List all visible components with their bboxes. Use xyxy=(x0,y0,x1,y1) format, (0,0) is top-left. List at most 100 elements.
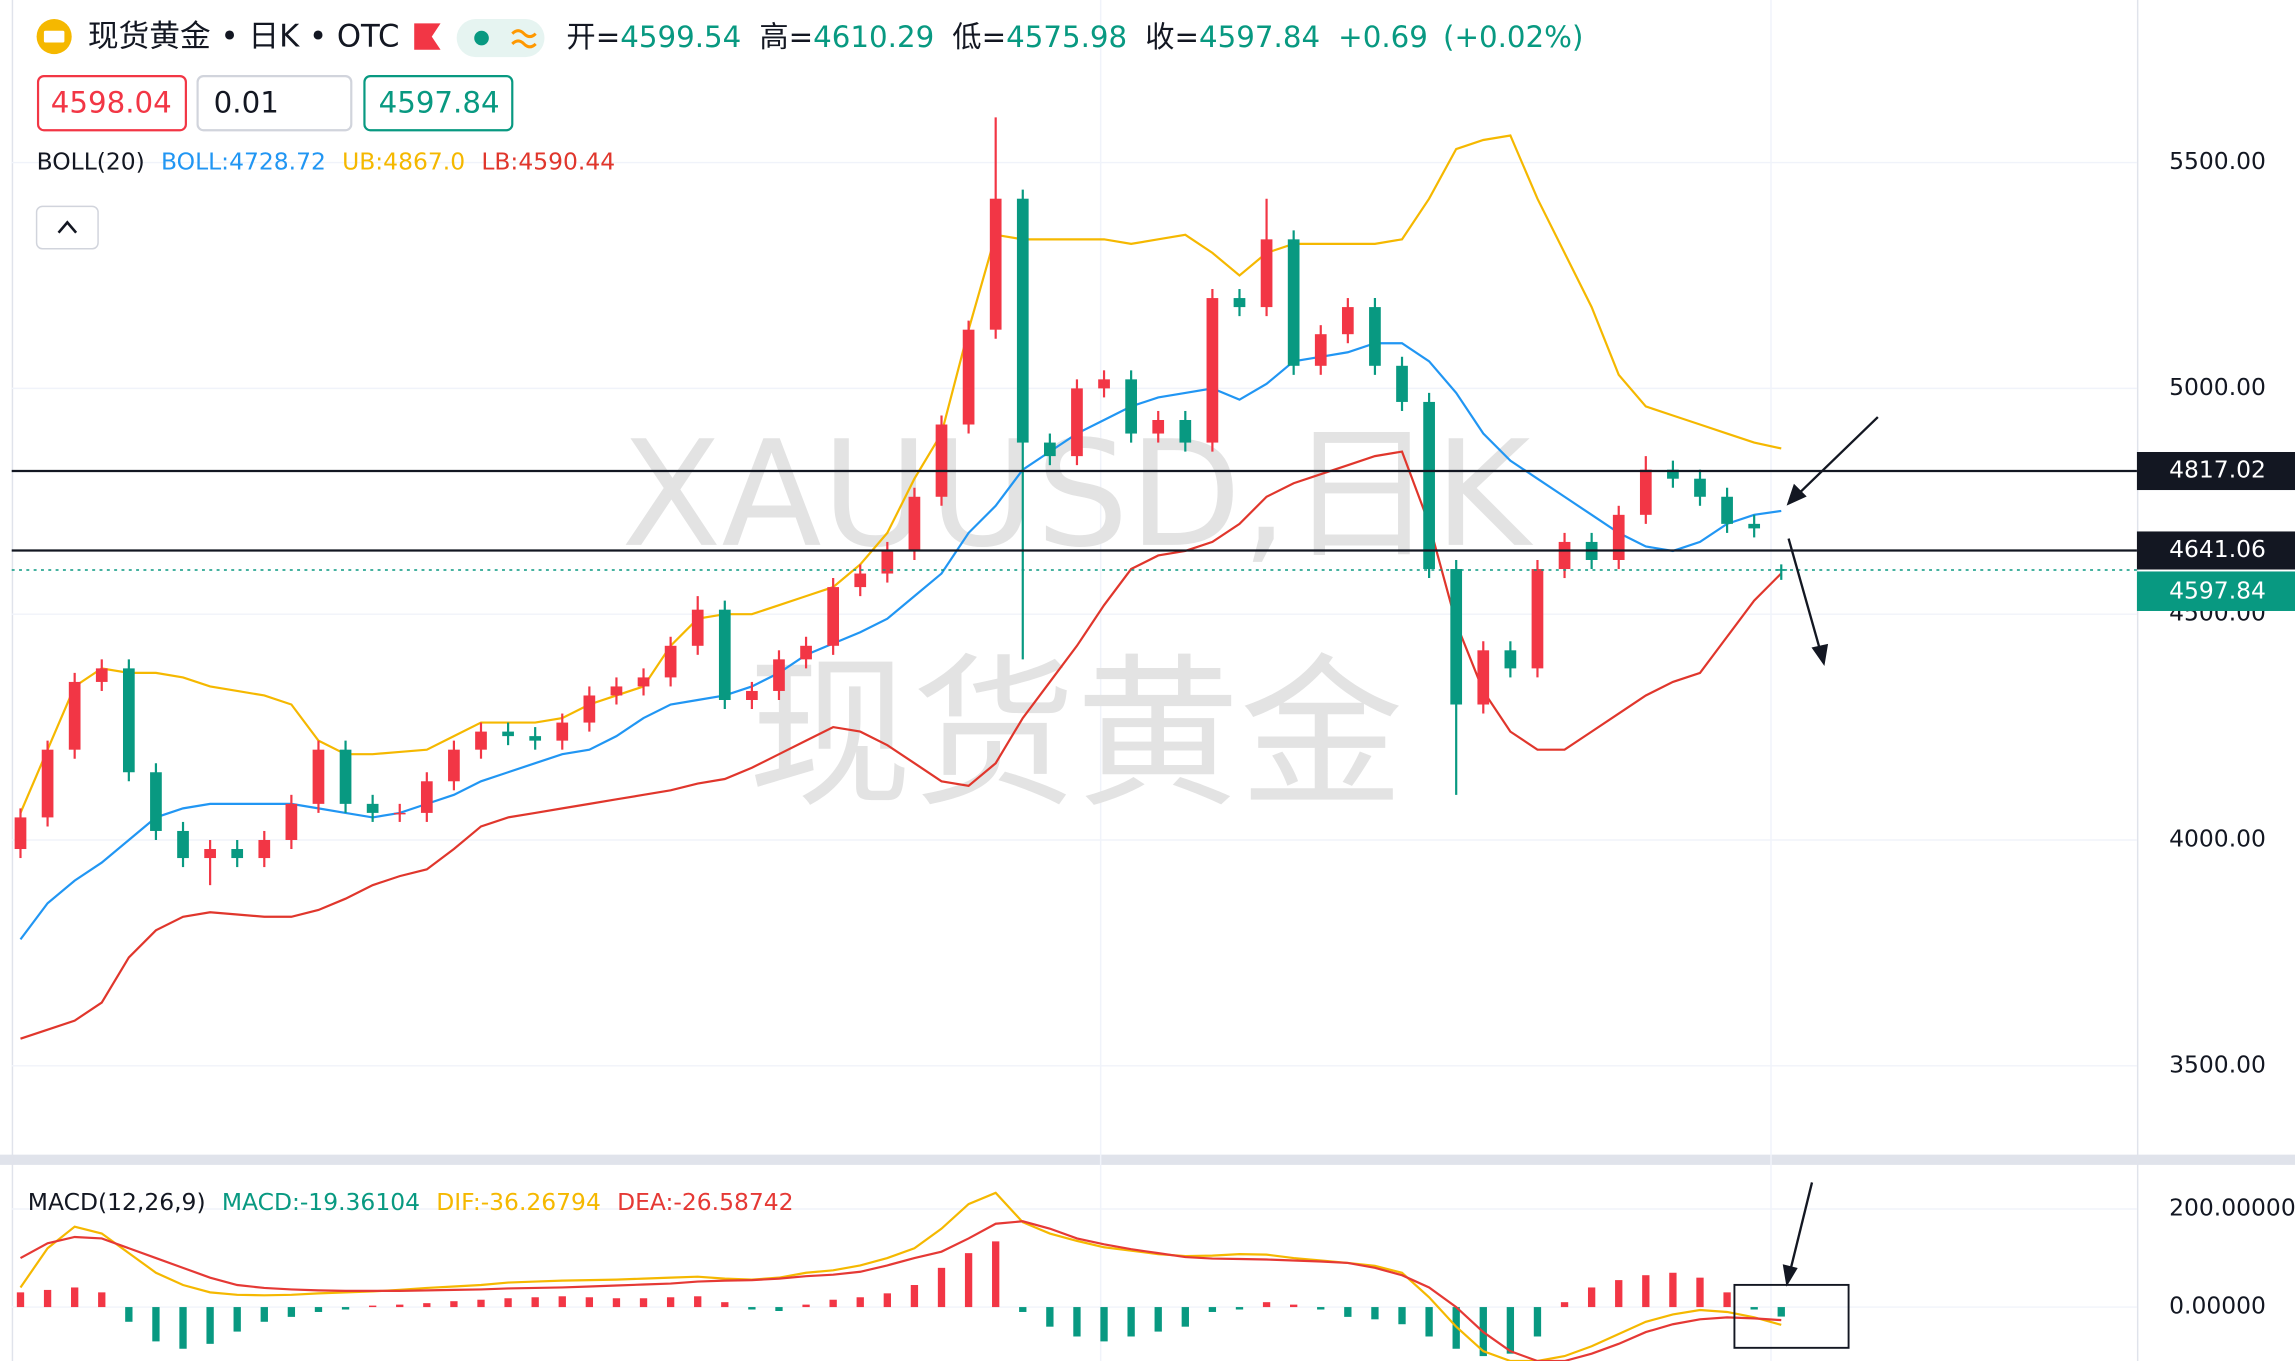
macd-bar xyxy=(802,1304,810,1308)
candle-body xyxy=(14,817,27,850)
candle-body xyxy=(475,731,487,750)
legend-dif: DIF:-36.26794 xyxy=(436,1187,601,1215)
macd-bar xyxy=(396,1304,404,1308)
macd-bar xyxy=(694,1296,702,1308)
macd-bar xyxy=(1669,1272,1677,1308)
candle-body xyxy=(1423,401,1435,570)
bollinger-line xyxy=(19,342,1782,941)
legend-ub: UB:4867.0 xyxy=(342,147,465,175)
macd-legend: MACD(12,26,9) MACD:-19.36104 DIF:-36.267… xyxy=(28,1187,794,1215)
left-border xyxy=(11,0,14,1361)
change-percent: (+0.02%) xyxy=(1443,20,1583,54)
macd-bar xyxy=(1560,1302,1569,1308)
candle-body xyxy=(1477,650,1490,705)
arrow-drawing[interactable] xyxy=(1787,538,1825,664)
candle-body xyxy=(1396,365,1408,402)
buy-button[interactable] xyxy=(363,75,514,132)
high-value: 4610.29 xyxy=(813,20,934,54)
ask-price[interactable]: 4597.84 xyxy=(379,85,500,119)
candle-body xyxy=(1667,469,1679,479)
candle-body xyxy=(1233,298,1246,308)
bid-price[interactable]: 4598.04 xyxy=(51,85,172,119)
candle-body xyxy=(691,609,704,646)
macd-bar xyxy=(1587,1287,1596,1308)
open-label: 开= xyxy=(566,20,620,54)
macd-bar xyxy=(1723,1292,1731,1308)
candle-body xyxy=(827,587,840,646)
collapse-button[interactable] xyxy=(35,205,99,250)
candle-body xyxy=(231,849,244,859)
rectangle-drawing[interactable] xyxy=(1733,1283,1850,1349)
macd-bar xyxy=(1533,1307,1542,1337)
candle-body xyxy=(1612,514,1625,560)
arrow-drawing[interactable] xyxy=(1787,416,1879,505)
axis-layer: 3500.004000.004500.005000.005500.004817.… xyxy=(2136,147,2295,1320)
macd-bar xyxy=(1181,1307,1189,1327)
candle-body xyxy=(1125,379,1137,434)
macd-line xyxy=(19,1191,1782,1361)
candle-body xyxy=(1341,307,1354,335)
arrow-head xyxy=(1811,643,1829,666)
macd-bar xyxy=(1344,1307,1352,1317)
macd-bar xyxy=(43,1289,52,1308)
sell-button[interactable] xyxy=(36,75,187,132)
macd-bar xyxy=(721,1302,729,1308)
candle-body xyxy=(420,781,433,813)
macd-bar xyxy=(71,1287,79,1308)
y-tick-label: 3500.00 xyxy=(2169,1050,2266,1078)
close-label: 收= xyxy=(1145,20,1199,54)
macd-bar xyxy=(910,1285,919,1308)
spread[interactable]: 0.01 xyxy=(214,85,279,119)
macd-bar xyxy=(1642,1275,1650,1308)
macd-bar xyxy=(612,1298,621,1308)
candle-body xyxy=(881,550,894,574)
candle-body xyxy=(1287,239,1300,366)
candle-body xyxy=(989,198,1002,330)
candle-body xyxy=(285,803,298,840)
macd-bar xyxy=(206,1307,214,1344)
macd-bar xyxy=(368,1305,377,1308)
plot-layer xyxy=(11,117,2137,1361)
arrow-head xyxy=(1782,1264,1798,1287)
flag-icon[interactable] xyxy=(414,23,441,50)
candle-body xyxy=(448,749,460,782)
candle-body xyxy=(664,645,677,678)
candle-body xyxy=(150,772,162,831)
candle-body xyxy=(1314,334,1327,366)
approx-icon xyxy=(511,29,537,49)
arrow-head xyxy=(1786,483,1807,506)
macd-bar xyxy=(423,1303,431,1308)
macd-bar xyxy=(775,1307,783,1311)
status-pill[interactable] xyxy=(456,19,545,58)
macd-line xyxy=(19,1220,1782,1361)
candle-body xyxy=(800,645,812,660)
candle-body xyxy=(1450,569,1463,705)
close-value: 4597.84 xyxy=(1199,20,1320,54)
macd-bar xyxy=(666,1297,675,1308)
macd-bar xyxy=(1317,1307,1325,1310)
open-value: 4599.54 xyxy=(620,20,741,54)
spread-box[interactable] xyxy=(196,75,353,132)
candle-body xyxy=(258,839,271,859)
macd-bar xyxy=(1371,1307,1379,1320)
bollinger-line xyxy=(19,134,1782,814)
macd-bar xyxy=(639,1298,648,1308)
candle-body xyxy=(962,329,975,425)
candle-body xyxy=(95,668,108,682)
candle-body xyxy=(1044,442,1056,457)
macd-bar xyxy=(1073,1307,1081,1337)
candle-body xyxy=(1206,298,1219,443)
indicator-name: BOLL(20) xyxy=(37,147,145,175)
candle-body xyxy=(637,677,650,687)
symbol-title[interactable]: 现货黄金 • 日K • OTC xyxy=(88,19,400,55)
macd-bar xyxy=(531,1297,539,1308)
macd-bar xyxy=(16,1292,25,1308)
candle-body xyxy=(366,803,379,813)
macd-bar xyxy=(179,1307,187,1349)
candle-body xyxy=(502,731,514,737)
macd-bar xyxy=(748,1307,756,1310)
macd-bar xyxy=(125,1307,133,1322)
y-tick-label: 200.00000 xyxy=(2169,1194,2295,1222)
